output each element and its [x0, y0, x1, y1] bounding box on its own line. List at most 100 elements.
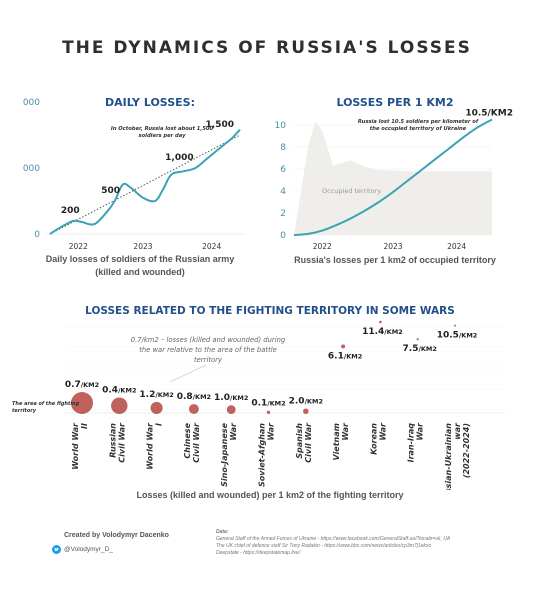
war-bubble [71, 392, 93, 414]
war-bubble [111, 397, 128, 414]
occupied-territory-area [294, 121, 492, 235]
perkm-chart: 0 2 4 6 8 10 Occupied territory 2022 2023 2024 10.… [275, 109, 513, 252]
source-3[interactable]: Deepstate - https://deepstatemap.live/ [216, 550, 301, 556]
data-label: 1,000 [165, 153, 193, 163]
daily-caption: Daily losses of soldiers of the Russian … [20, 253, 260, 279]
x-tick-label: 2023 [133, 242, 152, 250]
war-category-text: Civil War [192, 422, 201, 463]
war-category-text: Iran-Iraq [407, 423, 416, 463]
war-category-text: World War [71, 422, 80, 470]
twitter-handle[interactable]: @Volodymyr_D_ [52, 545, 113, 554]
data-label: 10.5/KM2 [465, 109, 513, 119]
war-value-label: 0.1/KM2 [251, 399, 285, 409]
note-leader [169, 364, 207, 383]
war-category-label: Russian-Ukrainian war (2022-2024) [444, 422, 471, 490]
war-value-label: 1.2/KM2 [139, 390, 173, 400]
annotation-line2: soldiers per day [139, 133, 187, 139]
note-line2: the war relative to the area of the batt… [139, 346, 277, 354]
perkm-caption: Russia's losses per 1 km2 of occupied te… [294, 255, 496, 265]
war-category-text: War [267, 422, 276, 441]
war-category-text: II [80, 423, 89, 429]
war-category-label: Russian Civil War [108, 422, 126, 463]
war-category-label: Sino-Japanese War [220, 422, 238, 487]
y-tick-label: 0 [34, 230, 40, 240]
annotation-line1: In October, Russia lost about 1,500 [111, 126, 214, 132]
sources: Data: General Staff of the Armed Forces … [216, 529, 526, 557]
war-category-text: World War [146, 422, 155, 470]
war-bubble [266, 410, 271, 414]
war-value-label: 0.8/KM2 [177, 392, 211, 402]
war-bubble [341, 344, 346, 349]
war-category-text: War [378, 422, 387, 441]
note-line3: territory [194, 356, 223, 364]
occupied-territory-label: Occupied territory [322, 187, 381, 195]
war-category-text: War [416, 422, 425, 441]
war-bubble [379, 320, 382, 324]
area-label-line2: territory [12, 408, 37, 414]
wars-chart-title: LOSSES RELATED TO THE FIGHTING TERRITORY… [85, 305, 455, 317]
war-bubble [416, 338, 419, 341]
war-category-text: I [155, 423, 164, 426]
created-by: Created by Volodymyr Dacenko [64, 532, 169, 539]
war-category-label: Soviet-Afghan War [258, 422, 276, 487]
data-label: 200 [61, 206, 80, 216]
annotation-line1: Russia lost 10.5 soldiers per kilometer … [358, 119, 479, 125]
source-1[interactable]: General Staff of the Armed Forces of Ukr… [216, 536, 451, 542]
war-bubble [226, 405, 236, 414]
y-tick-label: 0 [280, 231, 286, 241]
war-category-label: World War II [71, 422, 89, 470]
war-category-text: Soviet-Afghan [258, 423, 267, 487]
war-category-text: Chinese [183, 422, 192, 458]
data-label: 1,500 [206, 120, 234, 130]
y-tick-label: 10 [275, 121, 287, 131]
perkm-losses-line [293, 118, 493, 236]
war-category-text: War [229, 422, 238, 441]
y-tick-label: 2 [280, 209, 286, 219]
daily-caption-line1: Daily losses of soldiers of the Russian … [45, 254, 235, 264]
war-bubble [188, 404, 199, 414]
source-2[interactable]: The UK chief of defence staff Sir Tony R… [216, 543, 432, 549]
war-category-label: Chinese Civil War [183, 422, 201, 463]
trend-line [49, 134, 241, 235]
war-value-label: 10.5/KM2 [437, 331, 478, 341]
war-category-text: (2022-2024) [462, 423, 471, 478]
war-value-label: 1.0/KM2 [214, 393, 248, 403]
daily-losses-line [49, 128, 241, 235]
war-category-text: War [341, 422, 350, 441]
war-value-label: 0.4/KM2 [102, 386, 136, 396]
wars-caption: Losses (killed and wounded) per 1 km2 of… [136, 490, 404, 500]
area-label-line1: The area of the fighting [12, 401, 80, 407]
x-tick-label: 2023 [383, 242, 402, 251]
war-category-label: Korean War [369, 422, 387, 455]
twitter-icon [52, 545, 61, 554]
y-tick-label: 4 [280, 187, 286, 197]
war-category-text: Vietnam [332, 423, 341, 460]
war-category-text: war [453, 422, 462, 440]
perkm-chart-title: LOSSES PER 1 KM2 [336, 96, 454, 109]
daily-caption-line2: (killed and wounded) [95, 267, 185, 277]
y-tick-label: 2,000 [22, 98, 40, 108]
war-category-text: Korean [369, 423, 378, 455]
war-category-text: Spanish [295, 423, 304, 459]
war-bubble [454, 324, 456, 327]
war-category-label: World War I [146, 422, 164, 470]
y-tick-label: 8 [280, 143, 286, 153]
twitter-handle-text: @Volodymyr_D_ [64, 546, 113, 553]
war-value-label: 2.0/KM2 [289, 397, 323, 407]
war-category-label: Iran-Iraq War [407, 422, 425, 462]
war-category-label: Vietnam War [332, 422, 350, 461]
daily-chart: 0 1,000 2,000 2022 2023 2024 200 500 1,000 1,500I… [22, 98, 244, 250]
page-title: THE DYNAMICS OF RUSSIA'S LOSSES [62, 38, 472, 58]
war-category-text: Civil War [117, 422, 126, 463]
y-tick-label: 6 [280, 165, 286, 175]
war-value-label: 7.5/KM2 [403, 344, 437, 354]
note-line1: 0.7/km2 – losses (killed and wounded) du… [131, 336, 286, 344]
war-value-label: 0.7/KM2 [65, 380, 99, 390]
x-tick-label: 2022 [313, 242, 332, 251]
x-tick-label: 2024 [202, 242, 221, 250]
y-tick-label: 1,000 [22, 164, 40, 174]
war-category-text: Civil War [304, 422, 313, 463]
war-category-text: Sino-Japanese [220, 422, 229, 486]
war-bubble [150, 401, 163, 414]
